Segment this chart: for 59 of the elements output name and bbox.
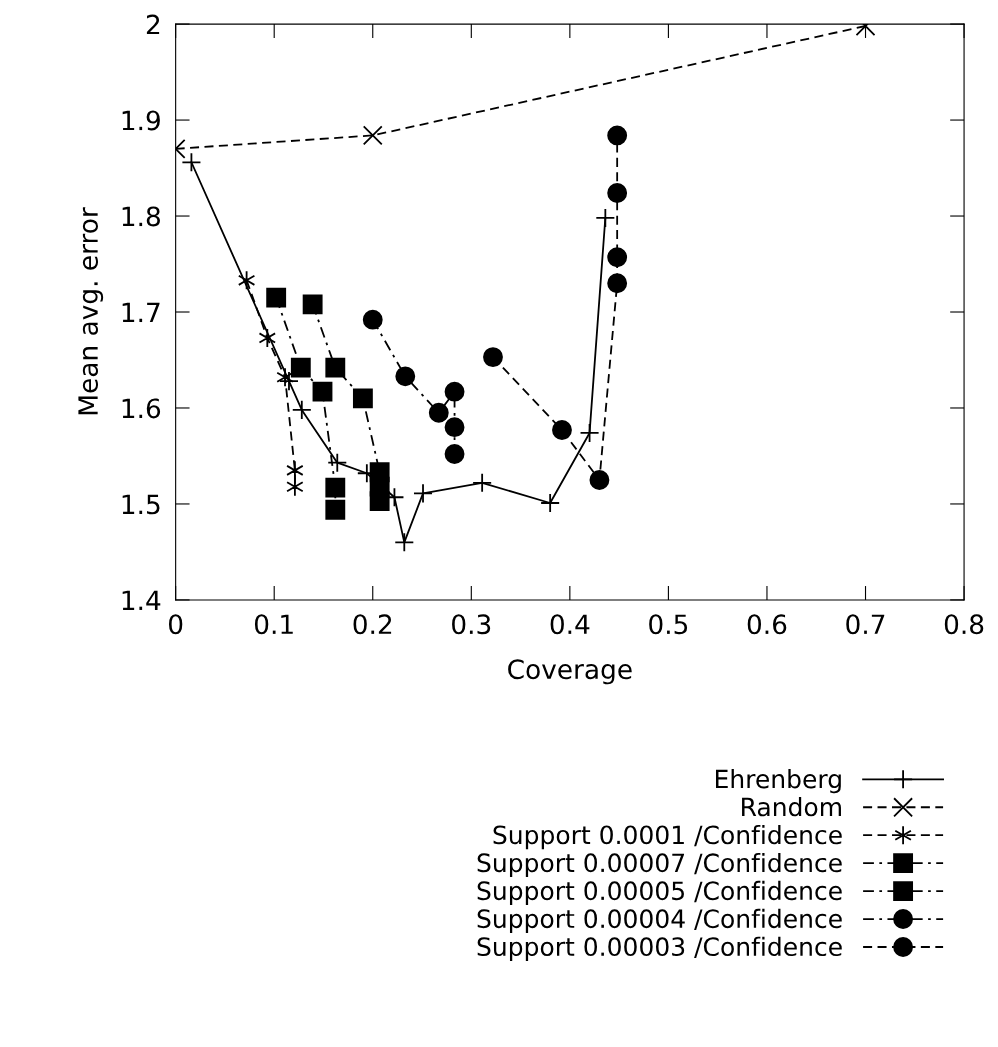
point	[369, 491, 390, 512]
point	[413, 483, 433, 504]
point	[291, 399, 312, 420]
point	[472, 472, 493, 493]
point	[607, 273, 628, 294]
x-tick-label: 0.7	[846, 614, 885, 635]
point	[444, 444, 465, 464]
y-tick-label: 1.4	[122, 590, 161, 610]
point	[237, 270, 256, 291]
legend-label: Random	[742, 797, 841, 817]
legend-label: Support 0.00004 /Confidence	[477, 908, 842, 933]
point	[607, 125, 628, 146]
x-tick-label: 0.6	[747, 614, 787, 635]
x-tick-label: 0	[168, 614, 183, 635]
legend-label: Support 0.00005 /Confidence	[477, 880, 842, 906]
point	[607, 183, 628, 203]
point	[483, 347, 503, 368]
legend-label: Support 0.00007 /Confidence	[477, 852, 842, 878]
point	[325, 357, 346, 378]
y-tick-label: 1.6	[122, 398, 161, 419]
point	[290, 357, 311, 378]
point	[181, 152, 202, 173]
x-tick-label: 0.5	[649, 614, 688, 635]
point	[607, 247, 628, 268]
y-tick-label: 1.9	[122, 110, 160, 131]
x-tick-label: 0.4	[550, 614, 590, 635]
legend-label: Ehrenberg	[716, 769, 841, 794]
x-axis-title: Coverage	[508, 659, 632, 685]
point	[362, 309, 383, 330]
point	[428, 402, 449, 423]
point	[589, 470, 610, 490]
x-tick-label: 0.2	[353, 614, 392, 635]
point	[552, 420, 572, 440]
point	[286, 476, 304, 497]
y-tick-label: 2	[146, 14, 160, 35]
point	[266, 287, 287, 308]
y-axis-title: Mean avg. error	[78, 207, 104, 415]
point	[325, 477, 346, 498]
point	[595, 208, 616, 228]
point	[395, 366, 416, 387]
y-tick-label: 1.8	[122, 206, 160, 227]
x-tick-label: 0.1	[254, 614, 293, 635]
point	[325, 499, 346, 520]
legend-label: Support 0.0001 /Confidence	[493, 824, 842, 850]
point	[394, 532, 415, 553]
point	[352, 388, 373, 409]
point	[258, 327, 277, 348]
x-tick-label: 0.3	[452, 614, 491, 635]
point	[286, 460, 304, 481]
x-tick-label: 0.8	[944, 614, 984, 635]
y-tick-label: 1.5	[122, 494, 160, 515]
point	[327, 452, 348, 473]
point	[540, 493, 561, 513]
point	[444, 381, 465, 402]
point	[444, 417, 465, 438]
point	[302, 294, 323, 315]
legend-label: Support 0.00003 /Confidence	[477, 936, 842, 961]
point	[312, 381, 333, 402]
y-tick-label: 1.7	[122, 302, 160, 323]
